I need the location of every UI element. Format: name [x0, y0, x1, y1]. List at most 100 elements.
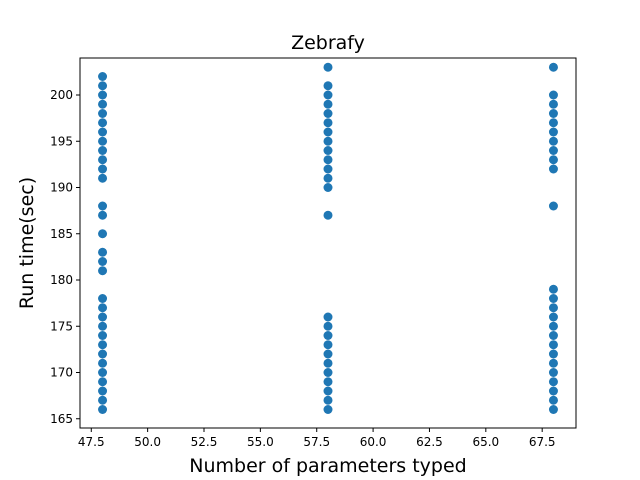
data-point-0-27 — [98, 377, 108, 387]
data-point-0-3 — [98, 99, 108, 109]
data-point-0-14 — [98, 229, 108, 239]
data-point-0-58 — [548, 99, 558, 109]
data-point-0-67 — [548, 284, 558, 294]
data-point-0-57 — [548, 90, 558, 100]
data-point-0-13 — [98, 210, 108, 220]
data-point-0-4 — [98, 109, 108, 118]
data-point-0-29 — [98, 395, 108, 405]
data-point-0-40 — [323, 155, 333, 165]
data-point-0-28 — [98, 386, 108, 396]
y-tick-label-1: 170 — [50, 366, 73, 380]
data-point-0-5 — [98, 118, 108, 128]
data-point-0-78 — [548, 386, 558, 396]
data-point-0-68 — [548, 294, 558, 303]
x-tick-label-8: 67.5 — [529, 435, 556, 449]
x-tick-label-7: 65.0 — [472, 435, 499, 449]
data-point-0-37 — [323, 127, 333, 137]
data-point-0-32 — [323, 81, 333, 91]
data-point-0-66 — [548, 201, 558, 211]
y-axis: 165 170 175 180 185 190 195 200 — [50, 88, 80, 426]
chart-title: Zebrafy — [291, 32, 365, 54]
data-point-0-77 — [548, 377, 558, 387]
data-point-0-56 — [548, 62, 558, 72]
data-point-0-53 — [323, 386, 333, 396]
data-point-0-10 — [98, 164, 108, 174]
data-point-0-74 — [548, 349, 558, 359]
data-point-0-24 — [98, 349, 108, 359]
data-point-0-17 — [98, 266, 108, 276]
data-point-0-48 — [323, 340, 333, 350]
data-point-0-46 — [323, 321, 333, 331]
x-tick-label-6: 62.5 — [416, 435, 443, 449]
data-point-0-76 — [548, 368, 558, 377]
x-tick-label-2: 52.5 — [191, 435, 218, 449]
data-point-0-71 — [548, 321, 558, 331]
plot-frame — [79, 57, 577, 429]
x-axis: 47.5 50.0 52.5 55.0 57.5 60.0 62.5 65.0 67.5 — [78, 428, 556, 449]
y-tick-label-0: 165 — [50, 412, 73, 426]
data-point-0-64 — [548, 155, 558, 165]
data-point-0-15 — [98, 247, 108, 257]
x-tick-label-0: 47.5 — [78, 435, 105, 449]
data-point-0-20 — [98, 312, 108, 322]
data-point-0-70 — [548, 312, 558, 322]
data-point-0-1 — [98, 81, 108, 91]
data-point-0-72 — [548, 331, 558, 340]
data-point-0-2 — [98, 90, 108, 100]
data-point-0-38 — [323, 136, 333, 146]
data-point-0-19 — [98, 303, 108, 313]
x-tick-label-4: 57.5 — [303, 435, 330, 449]
data-point-0-49 — [323, 349, 333, 359]
data-point-0-35 — [323, 109, 333, 118]
data-point-0-11 — [98, 173, 108, 183]
data-point-0-34 — [323, 99, 333, 109]
data-points — [98, 62, 558, 414]
data-point-0-54 — [323, 395, 333, 405]
data-point-0-62 — [548, 136, 558, 146]
data-point-0-42 — [323, 173, 333, 183]
data-point-0-73 — [548, 340, 558, 350]
data-point-0-47 — [323, 331, 333, 340]
data-point-0-33 — [323, 90, 333, 100]
data-point-0-12 — [98, 201, 108, 211]
data-point-0-25 — [98, 358, 108, 368]
data-point-0-0 — [98, 72, 108, 81]
data-point-0-79 — [548, 395, 558, 405]
data-point-0-31 — [323, 62, 333, 72]
data-point-0-63 — [548, 146, 558, 155]
data-point-0-22 — [98, 331, 108, 340]
data-point-0-52 — [323, 377, 333, 387]
y-tick-label-2: 175 — [50, 319, 73, 333]
data-point-0-6 — [98, 127, 108, 137]
x-tick-label-3: 55.0 — [247, 435, 274, 449]
y-tick-label-7: 200 — [50, 88, 73, 102]
data-point-0-41 — [323, 164, 333, 174]
data-point-0-80 — [548, 405, 558, 414]
data-point-0-59 — [548, 109, 558, 118]
data-point-0-21 — [98, 321, 108, 331]
y-tick-label-6: 195 — [50, 134, 73, 148]
data-point-0-43 — [323, 183, 333, 192]
data-point-0-36 — [323, 118, 333, 128]
data-point-0-18 — [98, 294, 108, 303]
y-tick-label-3: 180 — [50, 273, 73, 287]
data-point-0-44 — [323, 210, 333, 220]
data-point-0-26 — [98, 368, 108, 377]
data-point-0-50 — [323, 358, 333, 368]
y-tick-label-5: 190 — [50, 181, 73, 195]
data-point-0-55 — [323, 405, 333, 414]
y-tick-label-4: 185 — [50, 227, 73, 241]
data-point-0-39 — [323, 146, 333, 155]
x-tick-label-1: 50.0 — [134, 435, 161, 449]
y-axis-label: Run time(sec) — [16, 177, 38, 309]
data-point-0-75 — [548, 358, 558, 368]
x-axis-label: Number of parameters typed — [189, 455, 466, 477]
data-point-0-23 — [98, 340, 108, 350]
data-point-0-7 — [98, 136, 108, 146]
data-point-0-8 — [98, 146, 108, 155]
x-tick-label-5: 60.0 — [360, 435, 387, 449]
data-point-0-65 — [548, 164, 558, 174]
data-point-0-16 — [98, 257, 108, 266]
data-point-0-9 — [98, 155, 108, 165]
